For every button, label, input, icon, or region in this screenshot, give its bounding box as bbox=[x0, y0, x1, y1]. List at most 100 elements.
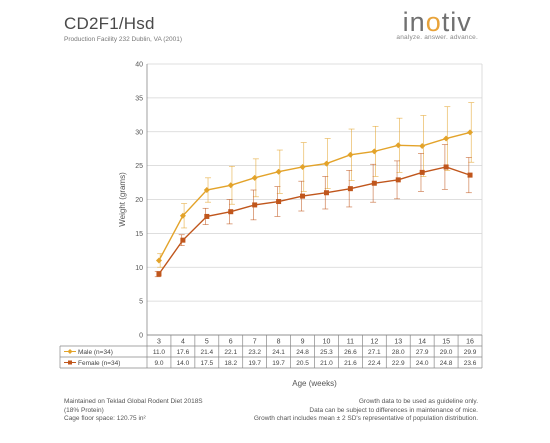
data-label: 21.6 bbox=[344, 360, 357, 367]
data-label: 20.5 bbox=[296, 360, 309, 367]
data-point-female bbox=[156, 271, 162, 277]
legend-entry: Male (n=34) bbox=[78, 349, 113, 356]
data-label: 18.2 bbox=[224, 360, 237, 367]
data-label: 21.4 bbox=[200, 349, 213, 356]
data-label: 27.9 bbox=[416, 349, 429, 356]
data-label: 24.8 bbox=[440, 360, 453, 367]
data-label: 23.2 bbox=[248, 349, 261, 356]
chart-subtitle: Production Facility 232 Dublin, VA (2001… bbox=[64, 36, 183, 43]
data-label: 19.7 bbox=[272, 360, 285, 367]
data-label: 22.1 bbox=[224, 349, 237, 356]
inotiv-logo: inotiv analyze. answer. advance. bbox=[396, 8, 478, 41]
x-tick-label: 13 bbox=[394, 339, 402, 346]
x-tick-label: 10 bbox=[323, 339, 331, 346]
data-label: 21.0 bbox=[320, 360, 333, 367]
x-tick-label: 8 bbox=[277, 339, 281, 346]
data-point-female bbox=[252, 202, 258, 208]
y-tick-label: 0 bbox=[139, 333, 143, 340]
y-tick-label: 15 bbox=[135, 231, 143, 238]
y-tick-label: 35 bbox=[135, 95, 143, 102]
data-label: 29.0 bbox=[440, 349, 453, 356]
footer-sd-line: Growth chart includes mean ± 2 SD's repr… bbox=[253, 415, 478, 422]
data-point-male bbox=[467, 129, 474, 136]
x-tick-label: 6 bbox=[229, 339, 233, 346]
footer-diet-line: Maintained on Teklad Global Rodent Diet … bbox=[64, 398, 203, 405]
footer-maintenance-line: Data can be subject to differences in ma… bbox=[309, 406, 478, 414]
data-label: 14.0 bbox=[177, 360, 190, 367]
data-label: 9.0 bbox=[154, 360, 163, 367]
y-tick-label: 10 bbox=[135, 265, 143, 272]
data-label: 25.3 bbox=[320, 349, 333, 356]
x-tick-label: 16 bbox=[466, 339, 474, 346]
data-point-male bbox=[227, 182, 234, 189]
data-label: 22.4 bbox=[368, 360, 381, 367]
y-tick-label: 20 bbox=[135, 197, 143, 204]
data-point-male bbox=[347, 151, 354, 158]
x-tick-label: 11 bbox=[347, 339, 354, 346]
y-tick-label: 40 bbox=[135, 62, 143, 69]
footer-disclaimer: Growth data to be used as guideline only… bbox=[254, 398, 478, 424]
data-point-male bbox=[155, 257, 162, 264]
data-label: 24.8 bbox=[296, 349, 309, 356]
data-point-female bbox=[323, 190, 329, 196]
data-point-female bbox=[228, 209, 234, 215]
data-point-female bbox=[300, 193, 306, 199]
data-label: 27.1 bbox=[368, 349, 381, 356]
data-point-male bbox=[443, 135, 450, 142]
x-tick-label: 5 bbox=[205, 339, 209, 346]
data-label: 29.9 bbox=[464, 349, 477, 356]
data-label: 23.6 bbox=[464, 360, 477, 367]
data-point-male bbox=[323, 160, 330, 167]
y-axis-label: Weight (grams) bbox=[118, 172, 127, 227]
x-tick-label: 12 bbox=[370, 339, 378, 346]
data-point-male bbox=[251, 174, 258, 181]
data-label: 26.6 bbox=[344, 349, 357, 356]
logo-wordmark: inotiv bbox=[396, 8, 478, 36]
footer-cage-line: Cage floor space: 120.75 in² bbox=[64, 415, 146, 422]
footer-protein-line: (18% Protein) bbox=[64, 406, 104, 414]
data-label: 22.9 bbox=[392, 360, 405, 367]
data-point-male bbox=[275, 168, 282, 175]
data-label: 17.5 bbox=[200, 360, 213, 367]
logo-word-post: tiv bbox=[441, 7, 472, 37]
y-tick-label: 25 bbox=[135, 163, 143, 170]
data-point-female bbox=[180, 237, 186, 243]
data-label: 19.7 bbox=[248, 360, 261, 367]
data-point-female bbox=[276, 199, 282, 205]
legend-entry: Female (n=34) bbox=[78, 360, 120, 367]
data-label: 24.1 bbox=[272, 349, 285, 356]
logo-word-o: o bbox=[425, 7, 442, 37]
logo-word-pre: in bbox=[402, 7, 426, 37]
x-tick-label: 14 bbox=[418, 339, 426, 346]
footer-guideline-line: Growth data to be used as guideline only… bbox=[358, 398, 478, 405]
data-point-male bbox=[299, 163, 306, 170]
data-point-female bbox=[467, 172, 473, 178]
data-label: 17.6 bbox=[177, 349, 190, 356]
data-label: 28.0 bbox=[392, 349, 405, 356]
logo-tagline: analyze. answer. advance. bbox=[396, 34, 478, 41]
data-point-male bbox=[371, 148, 378, 155]
x-tick-label: 9 bbox=[301, 339, 305, 346]
x-tick-label: 4 bbox=[181, 339, 185, 346]
data-label: 24.0 bbox=[416, 360, 429, 367]
data-point-female bbox=[443, 164, 449, 170]
series-line bbox=[158, 131, 471, 261]
data-point-female bbox=[395, 177, 401, 183]
data-point-male bbox=[203, 187, 210, 194]
data-point-female bbox=[419, 169, 425, 175]
data-label: 11.0 bbox=[153, 349, 166, 356]
data-point-male bbox=[419, 142, 426, 149]
legend-marker-diamond bbox=[67, 349, 73, 354]
series-line bbox=[158, 166, 471, 275]
y-tick-label: 30 bbox=[135, 129, 143, 136]
x-axis-label: Age (weeks) bbox=[292, 379, 337, 388]
data-point-male bbox=[179, 212, 186, 219]
x-tick-label: 3 bbox=[157, 339, 161, 346]
data-point-female bbox=[371, 180, 377, 186]
footer-diet-info: Maintained on Teklad Global Rodent Diet … bbox=[64, 398, 203, 424]
y-tick-label: 5 bbox=[139, 299, 143, 306]
x-tick-label: 7 bbox=[253, 339, 257, 346]
data-point-female bbox=[204, 213, 210, 219]
data-point-male bbox=[395, 142, 402, 149]
